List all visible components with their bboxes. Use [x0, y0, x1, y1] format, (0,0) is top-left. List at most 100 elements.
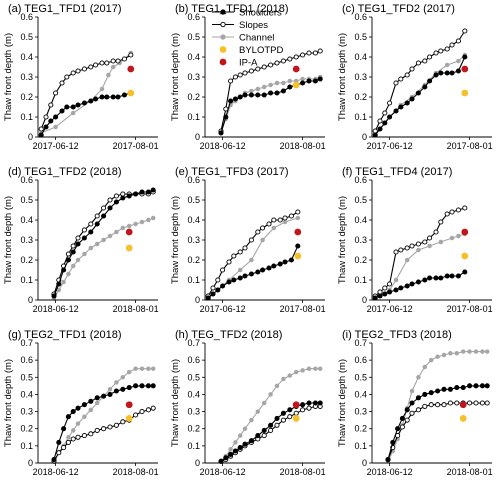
data-point-shoulders	[88, 98, 94, 104]
data-point-channel	[416, 375, 421, 380]
data-point-shoulders	[261, 92, 267, 98]
series-shoulders	[372, 269, 468, 301]
data-point-channel	[255, 86, 261, 92]
data-point-shoulders	[218, 130, 224, 136]
y-tick-label: 0	[362, 132, 367, 142]
y-axis-label: Thaw front depth (m)	[3, 33, 14, 121]
legend-swatch-marker	[220, 34, 226, 40]
data-point-slopes	[409, 66, 415, 72]
data-point-channel	[126, 369, 132, 375]
data-point-slopes	[261, 433, 267, 439]
data-point-shoulders	[210, 291, 216, 297]
data-point-slopes	[99, 60, 105, 66]
data-point-shoulders	[88, 398, 94, 404]
y-tick-label: 0.3	[20, 72, 33, 82]
data-point-channel	[146, 366, 151, 371]
data-point-shoulders	[377, 126, 383, 132]
data-point-slopes	[415, 60, 421, 66]
y-tick-label: 0.5	[20, 372, 33, 382]
x-tick-label: 2017-08-01	[113, 141, 159, 151]
data-point-shoulders	[300, 402, 306, 408]
data-point-shoulders	[237, 445, 243, 451]
data-point-slopes	[282, 215, 288, 221]
data-point-slopes	[88, 431, 94, 437]
data-point-shoulders	[205, 295, 211, 301]
data-point-slopes	[387, 281, 393, 287]
data-point-shoulders	[255, 433, 261, 439]
data-point-shoulders	[51, 293, 57, 299]
data-point-shoulders	[295, 243, 301, 249]
data-point-shoulders	[398, 104, 404, 110]
data-point-slopes	[433, 50, 439, 56]
data-point-shoulders	[75, 241, 81, 247]
legend-label: Slopes	[239, 20, 268, 31]
y-tick-label: 0.4	[354, 52, 367, 62]
data-point-shoulders	[385, 457, 391, 463]
data-point-shoulders	[274, 90, 280, 96]
y-tick-label: 0.6	[187, 355, 200, 365]
data-point-channel	[268, 82, 273, 88]
series-slopes	[38, 52, 134, 132]
data-point-shoulders	[94, 221, 100, 227]
data-point-slopes	[274, 60, 280, 66]
data-point-shoulders	[422, 84, 428, 90]
data-point-shoulders	[70, 409, 76, 415]
data-point-shoulders	[441, 386, 447, 392]
data-point-shoulders	[306, 78, 312, 84]
data-point-channel	[242, 426, 248, 431]
x-tick-label: 2018-08-01	[113, 304, 159, 314]
y-tick-label: 0.1	[354, 441, 367, 451]
data-point-shoulders	[93, 96, 99, 102]
data-point-channel	[70, 110, 76, 116]
series-shoulders	[218, 400, 323, 464]
legend-entry-slopes: Slopes	[212, 20, 268, 31]
data-point-slopes	[48, 102, 54, 108]
y-tick-label: 0.2	[354, 92, 367, 102]
data-point-channel	[114, 380, 119, 385]
data-point-channel	[228, 447, 233, 452]
data-point-channel	[107, 387, 113, 392]
data-point-channel	[88, 407, 94, 413]
data-point-shoulders	[390, 439, 396, 445]
data-point-channel	[441, 352, 447, 358]
series-slopes	[385, 400, 490, 463]
data-point-shoulders	[226, 279, 232, 285]
data-point-channel	[271, 225, 277, 231]
data-point-slopes	[312, 50, 318, 56]
data-point-slopes	[115, 58, 121, 64]
y-tick-label: 0.6	[20, 12, 33, 22]
data-point-shoulders	[261, 427, 267, 433]
data-point-channel	[88, 245, 94, 251]
data-point-shoulders	[223, 114, 229, 120]
marker-ip-a	[125, 401, 133, 409]
data-point-shoulders	[398, 285, 404, 291]
x-tick-label: 2017-06-12	[200, 304, 246, 314]
panel-title: (f) TEG1_TFD4 (2017)	[342, 166, 452, 178]
y-tick-label: 0.6	[187, 12, 200, 22]
y-tick-label: 0.2	[354, 255, 367, 265]
x-tick-label: 2017-08-01	[280, 304, 326, 314]
y-tick-label: 0.1	[20, 441, 33, 451]
data-point-slopes	[255, 229, 261, 235]
data-point-shoulders	[409, 400, 415, 406]
marker-ip-a	[459, 401, 467, 409]
y-tick-label: 0.1	[20, 112, 33, 122]
data-point-shoulders	[113, 388, 119, 394]
y-tick-label: 0.2	[20, 424, 33, 434]
data-point-shoulders	[126, 193, 132, 199]
data-point-channel	[274, 383, 280, 389]
y-tick-label: 0.4	[187, 389, 200, 399]
y-tick-label: 0.2	[187, 424, 200, 434]
data-point-shoulders	[317, 76, 323, 82]
data-point-shoulders	[479, 383, 485, 389]
data-point-channel	[293, 369, 299, 375]
y-tick-label: 0.3	[354, 235, 367, 245]
y-tick-label: 0.1	[187, 275, 200, 285]
data-point-slopes	[454, 400, 460, 406]
y-tick-label: 0.6	[187, 175, 200, 185]
y-tick-label: 0.6	[20, 355, 33, 365]
data-point-shoulders	[455, 273, 461, 279]
data-point-channel	[404, 257, 410, 263]
data-point-channel	[94, 400, 100, 406]
data-point-shoulders	[139, 383, 145, 389]
